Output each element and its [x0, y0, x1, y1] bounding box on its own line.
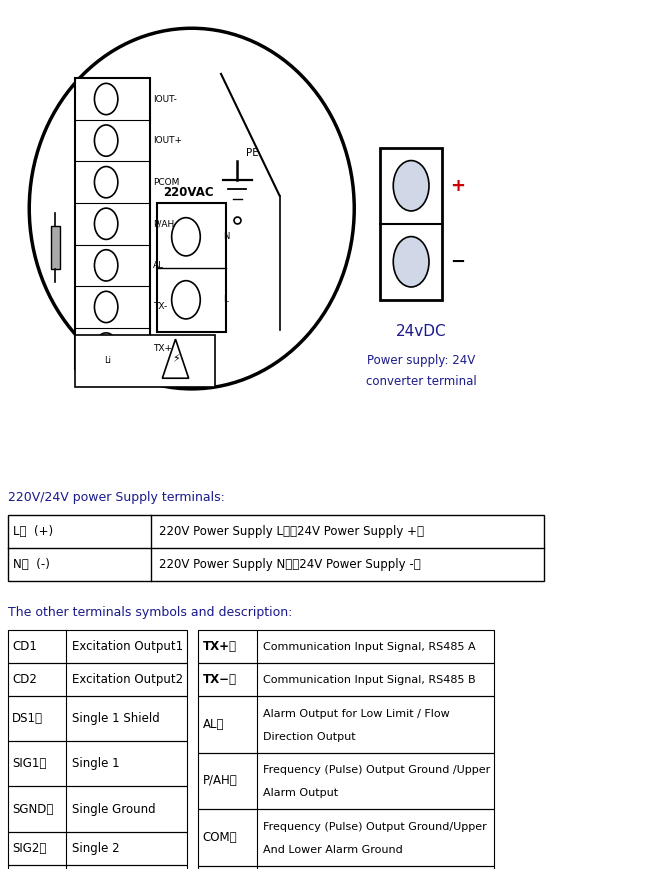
Bar: [198, 663, 494, 696]
Text: P/AH: P/AH: [153, 219, 174, 229]
Bar: [8, 515, 544, 581]
Text: L：  (+): L： (+): [13, 526, 53, 538]
Bar: [8, 741, 187, 786]
Circle shape: [94, 125, 118, 156]
Text: Excitation Output2: Excitation Output2: [72, 673, 183, 686]
Text: Excitation Output1: Excitation Output1: [72, 640, 183, 653]
Bar: [8, 786, 187, 832]
Bar: [75, 335, 215, 387]
Text: N：  (-): N： (-): [13, 559, 50, 571]
Text: N: N: [224, 232, 230, 242]
Text: DS1：: DS1：: [12, 713, 44, 725]
Bar: [198, 696, 494, 753]
Text: Li: Li: [104, 356, 110, 365]
Bar: [198, 809, 494, 866]
Text: COM：: COM：: [203, 831, 237, 844]
Bar: [380, 148, 442, 300]
Text: 24vDC: 24vDC: [396, 324, 446, 339]
Text: CD2: CD2: [12, 673, 37, 686]
Text: SGND：: SGND：: [12, 803, 54, 815]
Text: TX-: TX-: [153, 302, 167, 311]
Bar: [8, 696, 187, 741]
Text: Single 1 Shield: Single 1 Shield: [72, 713, 160, 725]
Bar: [51, 226, 60, 269]
Circle shape: [172, 217, 200, 255]
Text: Alarm Output for Low Limit / Flow: Alarm Output for Low Limit / Flow: [263, 708, 449, 719]
Text: −: −: [450, 253, 465, 271]
Circle shape: [172, 281, 200, 319]
Circle shape: [94, 83, 118, 115]
Text: Frequency (Pulse) Output Ground /Upper: Frequency (Pulse) Output Ground /Upper: [263, 765, 490, 775]
Text: converter terminal: converter terminal: [365, 375, 476, 388]
Bar: [8, 832, 187, 865]
Text: 220VAC: 220VAC: [162, 186, 213, 199]
Text: L: L: [224, 295, 228, 304]
Text: P/AH：: P/AH：: [203, 774, 237, 787]
Text: TX−：: TX−：: [203, 673, 237, 686]
Text: Single Ground: Single Ground: [72, 803, 156, 815]
Bar: [75, 78, 150, 369]
Text: AL：: AL：: [203, 718, 224, 731]
Circle shape: [94, 291, 118, 322]
Bar: [8, 865, 187, 869]
Text: The other terminals symbols and description:: The other terminals symbols and descript…: [8, 606, 292, 619]
Text: PE: PE: [246, 148, 259, 158]
Circle shape: [94, 208, 118, 240]
Circle shape: [94, 167, 118, 198]
Text: Alarm Output: Alarm Output: [263, 788, 338, 799]
Text: PCOM: PCOM: [153, 177, 179, 187]
Text: SIG1：: SIG1：: [12, 758, 47, 770]
Text: 220V Power Supply L．（24V Power Supply +）: 220V Power Supply L．（24V Power Supply +）: [159, 526, 424, 538]
Circle shape: [94, 333, 118, 364]
Bar: [8, 663, 187, 696]
Text: SIG2：: SIG2：: [12, 842, 47, 854]
Text: 220V/24V power Supply terminals:: 220V/24V power Supply terminals:: [8, 491, 225, 504]
Circle shape: [94, 249, 118, 281]
Text: IOUT+: IOUT+: [153, 136, 182, 145]
Text: Single 1: Single 1: [72, 758, 120, 770]
Text: Communication Input Signal, RS485 A: Communication Input Signal, RS485 A: [263, 641, 475, 652]
Text: IOUT-: IOUT-: [153, 95, 177, 103]
Ellipse shape: [393, 161, 429, 211]
Text: Communication Input Signal, RS485 B: Communication Input Signal, RS485 B: [263, 674, 475, 685]
Text: +: +: [450, 176, 465, 195]
Text: And Lower Alarm Ground: And Lower Alarm Ground: [263, 845, 402, 855]
Text: Single 2: Single 2: [72, 842, 120, 854]
Ellipse shape: [393, 236, 429, 287]
Text: TX+: TX+: [153, 344, 172, 353]
Bar: [8, 630, 187, 663]
Bar: [157, 203, 226, 332]
Bar: [198, 753, 494, 809]
Text: Power supply: 24V: Power supply: 24V: [367, 354, 475, 367]
Text: 220V Power Supply N．（24V Power Supply -）: 220V Power Supply N．（24V Power Supply -）: [159, 559, 421, 571]
Text: ⚡: ⚡: [172, 354, 179, 364]
Bar: [198, 630, 494, 663]
Text: AL: AL: [153, 261, 164, 270]
Text: Direction Output: Direction Output: [263, 732, 355, 742]
Text: Frequency (Pulse) Output Ground/Upper: Frequency (Pulse) Output Ground/Upper: [263, 821, 486, 832]
Text: TX+：: TX+：: [203, 640, 237, 653]
Bar: [198, 866, 494, 869]
Text: CD1: CD1: [12, 640, 37, 653]
